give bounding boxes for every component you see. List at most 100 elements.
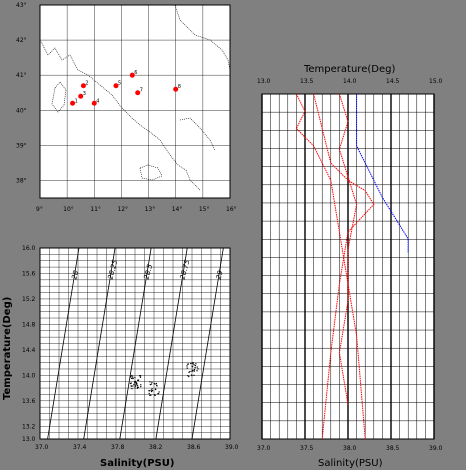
ts-point [150, 394, 152, 396]
ts-point [153, 382, 155, 385]
ts-ylabel: Temperature(Deg) [2, 297, 13, 400]
station-label: 3 [83, 91, 86, 97]
ts-point [190, 362, 192, 365]
map-y-tick: 43° [16, 2, 27, 9]
station-marker [129, 72, 135, 78]
ts-point [139, 376, 142, 378]
ts-y-tick: 14.0 [22, 372, 36, 379]
ts-point [154, 388, 157, 390]
station-label: 7 [140, 88, 143, 94]
ts-point [136, 384, 139, 386]
ts-point [148, 392, 150, 395]
isopycnal-label: 29 [215, 269, 225, 280]
ts-point [135, 381, 137, 384]
profile-panel: 13.0 13.5 14.0 14.5 15.0 37.0 37.5 38.0 38.5 39.0… [257, 64, 443, 469]
ts-point [194, 365, 197, 367]
map-panel: 9° 10° 11° 12° 13° 14° 15° 16°43°42°41°40°39°38… [16, 2, 237, 213]
isopycnal-label: 28.5 [143, 263, 155, 281]
ts-point [157, 393, 160, 395]
ts-point [186, 367, 188, 369]
profile-top-label: Temperature(Deg) [303, 64, 395, 75]
ts-point [153, 394, 156, 396]
map-y-tick: 42° [16, 37, 27, 44]
ts-point [149, 381, 151, 383]
ts-point [136, 386, 139, 388]
map-x-tick: 15° [199, 206, 210, 213]
ts-point [192, 363, 194, 365]
coastline-sardinia [51, 81, 67, 113]
ts-xlabel: Salinity(PSU) [100, 458, 174, 469]
ts-point [150, 390, 153, 393]
ts-point [140, 386, 142, 388]
ts-point [158, 391, 160, 393]
profile-bottom-tick: 37.0 [257, 445, 271, 452]
ts-point [191, 362, 193, 364]
profile-top-tick: 15.0 [429, 78, 443, 85]
ts-point [139, 375, 141, 377]
ts-point [192, 369, 194, 371]
ts-point [150, 389, 152, 391]
ts-point [131, 377, 133, 380]
ts-y-tick: 16.0 [22, 245, 36, 252]
ts-point [195, 363, 197, 365]
profile-bottom-tick: 37.5 [300, 445, 314, 452]
map-x-tick: 13° [145, 206, 156, 213]
ts-point [187, 363, 189, 365]
map-x-tick: 14° [172, 206, 183, 213]
station-label: 2 [85, 81, 88, 87]
profile-lines [295, 93, 409, 440]
station-label: 8 [178, 84, 181, 90]
ts-point [154, 394, 156, 396]
map-y-tick: 40° [16, 107, 27, 114]
station-label: 4 [96, 98, 99, 104]
profile-top-tick: 14.0 [343, 78, 357, 85]
ts-point [130, 375, 132, 377]
ts-point [149, 394, 151, 396]
ts-point [149, 383, 151, 386]
ts-point [134, 385, 136, 387]
ts-point [137, 379, 139, 381]
ts-point [151, 390, 154, 392]
map-x-tick: 16° [226, 206, 237, 213]
ts-point [131, 374, 133, 377]
profile-bottom-tick: 38.0 [343, 445, 357, 452]
ts-point [192, 362, 194, 364]
ts-point [135, 384, 137, 386]
ts-y-tick: 15.2 [22, 296, 36, 303]
coastline-italy-east [174, 4, 231, 71]
ts-x-tick: 38.6 [187, 444, 201, 451]
coastline-south [179, 117, 216, 151]
ts-point [186, 365, 188, 367]
ts-point [130, 376, 132, 378]
ts-y-tick: 13.6 [22, 398, 36, 405]
map-x-tick: 12° [117, 206, 128, 213]
ts-y-tick: 13.2 [22, 423, 36, 430]
ts-point [132, 377, 134, 380]
ts-point [137, 386, 139, 389]
profile-top-tick: 13.5 [300, 78, 314, 85]
ts-point [151, 388, 153, 390]
profile-series-line [295, 93, 366, 440]
ts-point [131, 388, 133, 390]
coastline-sicily [139, 164, 163, 181]
ts-point [156, 385, 158, 387]
ts-point [193, 374, 195, 376]
profile-top-tick: 14.5 [386, 78, 400, 85]
ts-point [134, 380, 136, 383]
profile-series-line [338, 93, 358, 405]
station-marker [70, 100, 76, 106]
ts-point [134, 381, 136, 383]
ts-points [129, 362, 199, 396]
ts-point [193, 364, 195, 366]
station-marker [91, 100, 97, 106]
map-y-tick: 41° [16, 72, 27, 79]
profile-bottom-label: Salinity(PSU) [318, 458, 383, 469]
ts-tick-labels: 37.0 37.4 37.8 38.2 38.6 39.0 16.0 15.6 15.2 14.8… [22, 245, 239, 451]
ts-point [134, 380, 137, 383]
ts-point [191, 374, 193, 377]
ts-point [154, 383, 156, 385]
isopycnal-line [119, 247, 152, 440]
ts-point [140, 384, 142, 386]
ts-point [148, 390, 150, 392]
map-frame [39, 4, 231, 199]
